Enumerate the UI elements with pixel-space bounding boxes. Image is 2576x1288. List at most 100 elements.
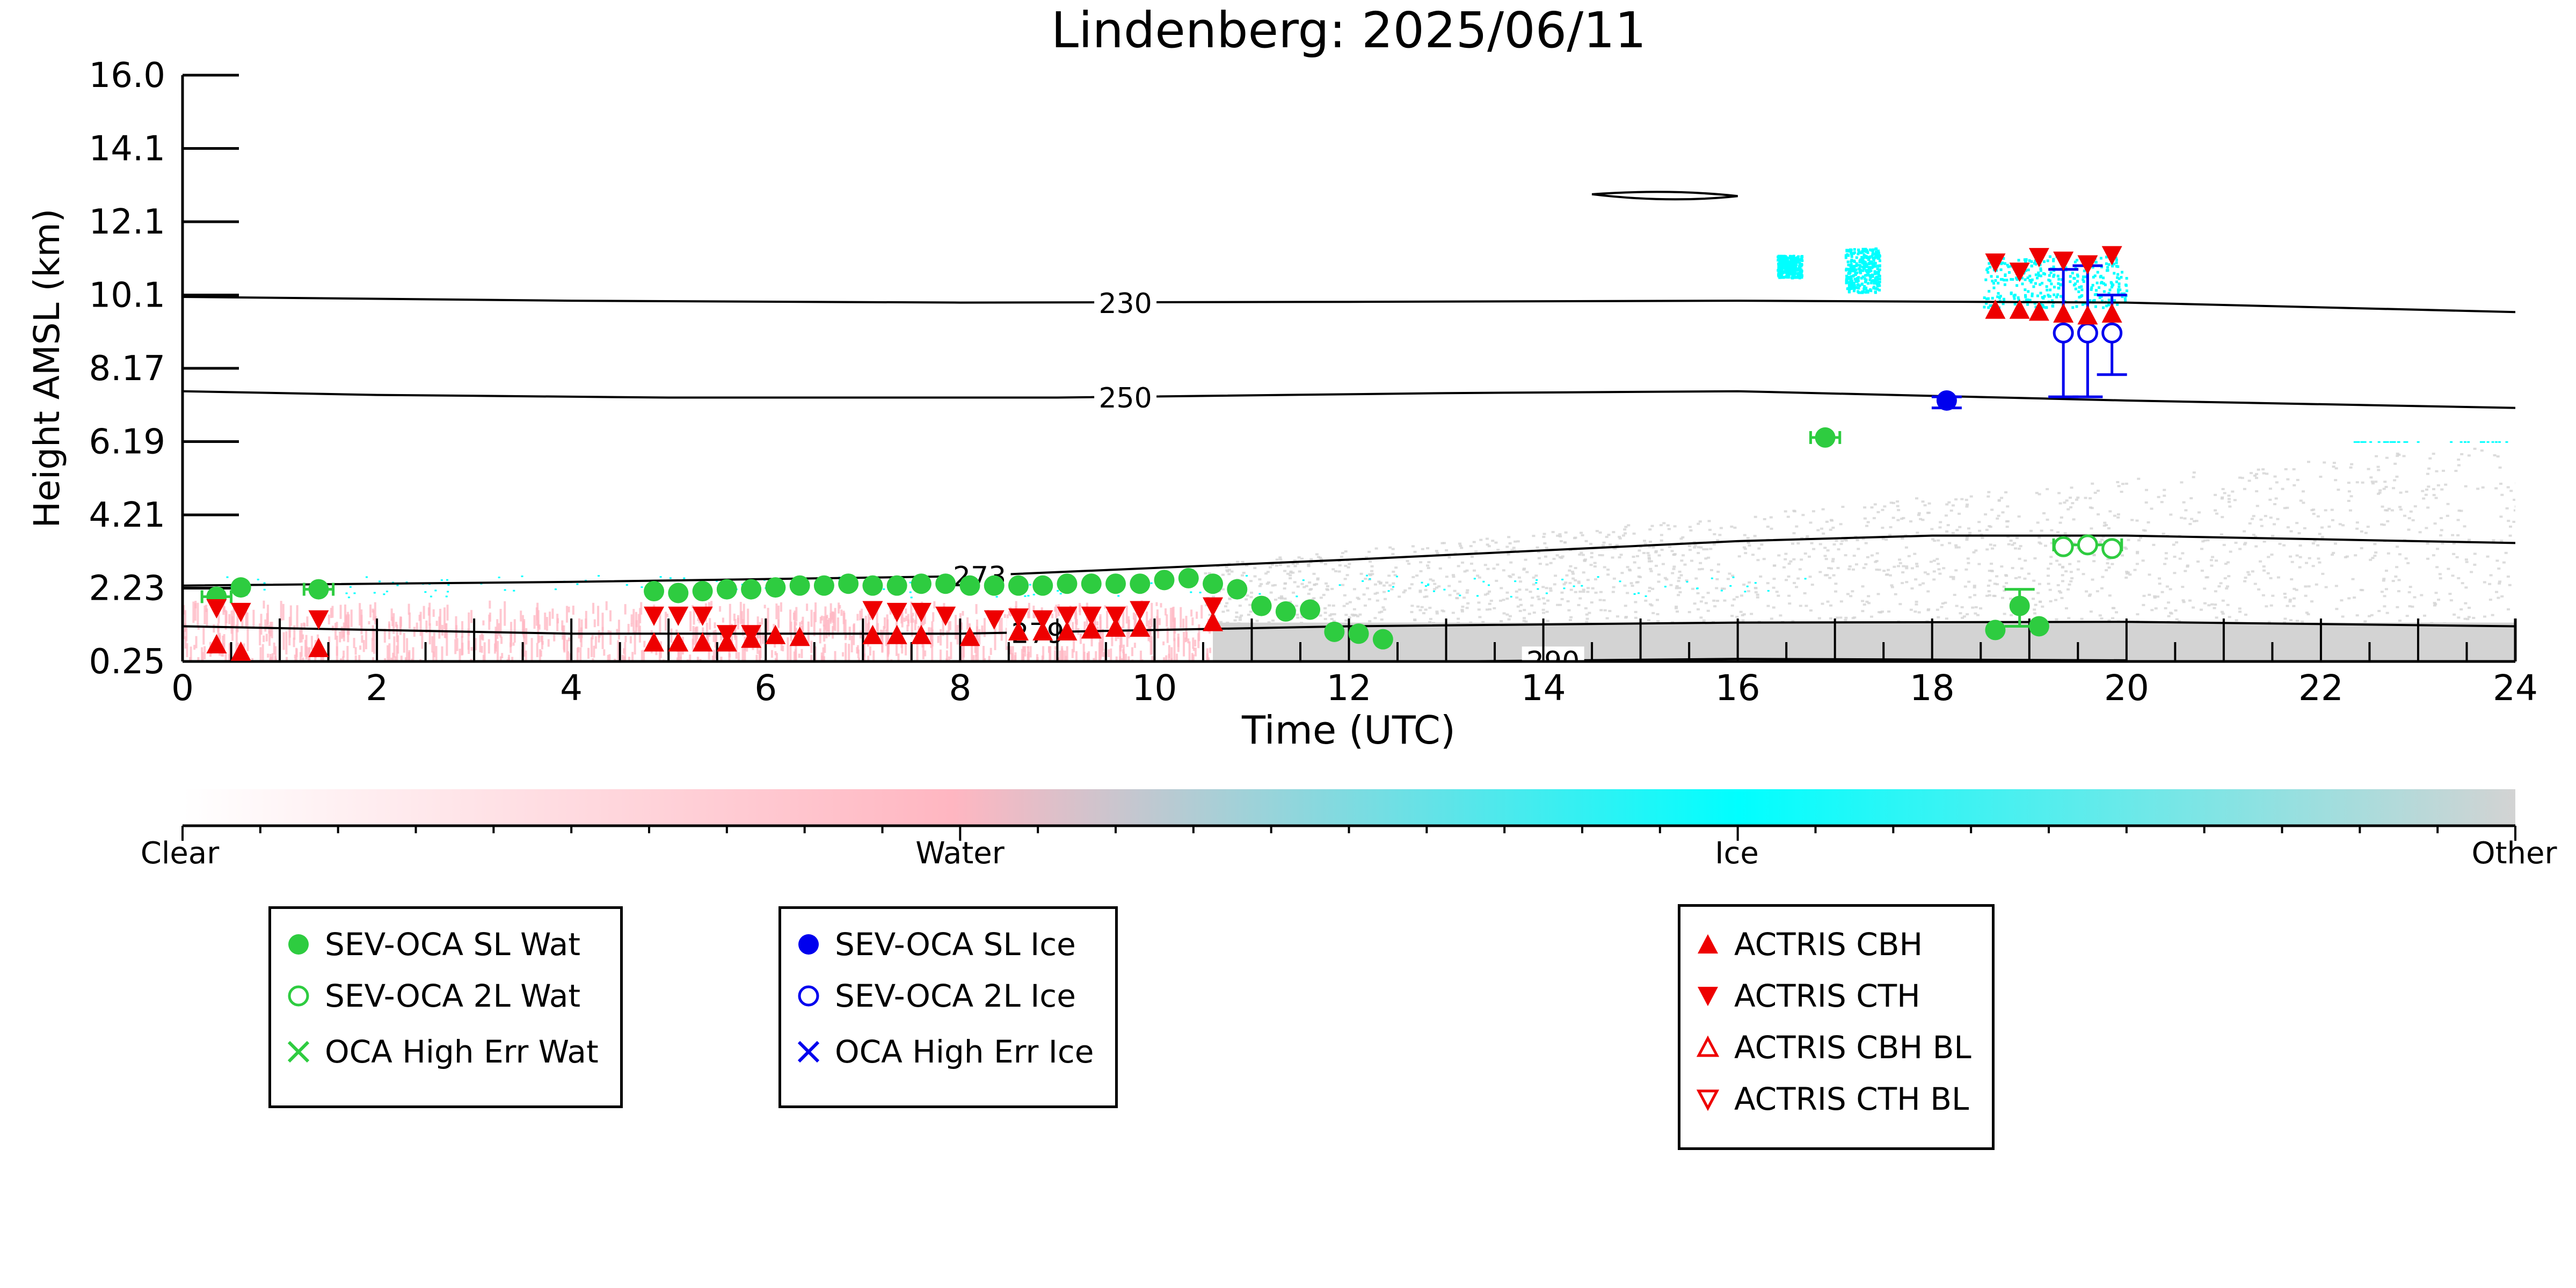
other-pixel [2432,488,2435,491]
water-cloud-pixel [482,620,485,625]
water-cloud-pixel [1065,656,1067,661]
ice-pixel [2034,282,2037,285]
other-pixel [2169,513,2173,516]
other-pixel [1408,587,1411,590]
other-pixel [1612,586,1616,588]
water-cloud-pixel [252,609,255,628]
water-cloud-pixel [412,647,414,661]
water-cloud-pixel [470,610,473,623]
ice-pixel [2055,295,2058,299]
other-pixel [1457,622,1460,624]
other-pixel [1366,587,1370,590]
other-pixel [2283,621,2287,624]
other-pixel [1435,612,1439,615]
water-cloud-pixel [395,622,397,627]
other-pixel [1387,574,1391,577]
other-pixel [1445,549,1449,551]
water-cloud-pixel [246,628,249,651]
water-cloud-pixel [1104,605,1107,609]
water-cloud-pixel [400,656,403,661]
other-pixel [1419,570,1423,572]
other-pixel [1978,529,1982,532]
other-pixel [2184,570,2187,572]
other-pixel [2221,613,2225,615]
other-pixel [1364,556,1368,558]
data-point [886,602,907,622]
boundary-layer-band [1213,622,2515,661]
contour-line [1591,191,1738,201]
water-cloud-pixel [1127,616,1130,634]
ice-pixel [1787,264,1791,267]
data-point [813,575,834,596]
water-cloud-pixel [499,609,502,632]
other-pixel [2488,583,2492,585]
other-pixel [1747,541,1750,544]
ice-pixel [2393,441,2396,443]
other-pixel [1965,536,1969,539]
x-axis-label: Time (UTC) [1241,708,1456,753]
water-cloud-pixel [1073,637,1075,653]
other-pixel [2269,516,2273,519]
water-cloud-pixel [443,630,446,638]
other-pixel [1867,602,1871,605]
other-pixel [2195,520,2199,522]
ice-pixel [2124,283,2128,287]
other-pixel [2271,594,2275,597]
water-cloud-pixel [501,653,504,659]
water-cloud-pixel [982,646,985,661]
other-pixel [2407,517,2411,520]
water-cloud-pixel [675,629,678,634]
data-point [644,632,665,652]
other-pixel [2498,466,2502,469]
ice-pixel [1619,580,1621,583]
other-pixel [2148,573,2151,576]
water-cloud-pixel [609,630,612,645]
ice-pixel [345,592,348,594]
x-tick-label: 18 [1910,667,1955,709]
ice-pixel [1867,282,1870,285]
other-pixel [1319,596,1323,599]
other-pixel [2311,565,2315,567]
other-pixel [1832,543,1836,546]
data-point [1372,629,1393,650]
water-cloud-pixel [864,615,867,637]
other-pixel [2023,577,2027,580]
water-cloud-pixel [228,614,231,624]
ice-pixel [2030,265,2033,268]
other-pixel [2313,540,2317,542]
other-pixel [1917,611,1921,614]
other-pixel [2436,484,2440,486]
other-pixel [1665,578,1669,581]
data-point [1081,606,1102,626]
other-pixel [2076,568,2080,571]
other-pixel [1851,590,1854,593]
ice-pixel [1780,273,1783,276]
other-pixel [2492,539,2495,542]
other-pixel [1237,622,1241,625]
other-pixel [1867,595,1871,598]
other-pixel [2385,612,2389,614]
water-cloud-pixel [374,616,377,623]
other-pixel [2226,561,2230,564]
other-pixel [2106,562,2109,565]
other-pixel [2203,539,2207,542]
ice-pixel [2059,283,2062,287]
other-pixel [2181,599,2185,602]
water-cloud-pixel [498,623,500,636]
other-pixel [1844,616,1848,619]
other-pixel [1226,621,1229,624]
water-cloud-pixel [372,625,374,641]
data-point [1008,608,1029,628]
other-pixel [1601,544,1605,547]
other-pixel [1429,617,1432,620]
data-point [1985,299,2006,319]
other-pixel [1937,539,1940,542]
other-pixel [2395,566,2399,569]
contour-label-bg [1094,383,1157,411]
data-point [692,606,713,626]
other-pixel [1700,567,1704,570]
other-pixel [2002,585,2006,588]
water-cloud-pixel [737,652,740,661]
other-pixel [1537,598,1541,601]
other-pixel [1884,539,1888,541]
